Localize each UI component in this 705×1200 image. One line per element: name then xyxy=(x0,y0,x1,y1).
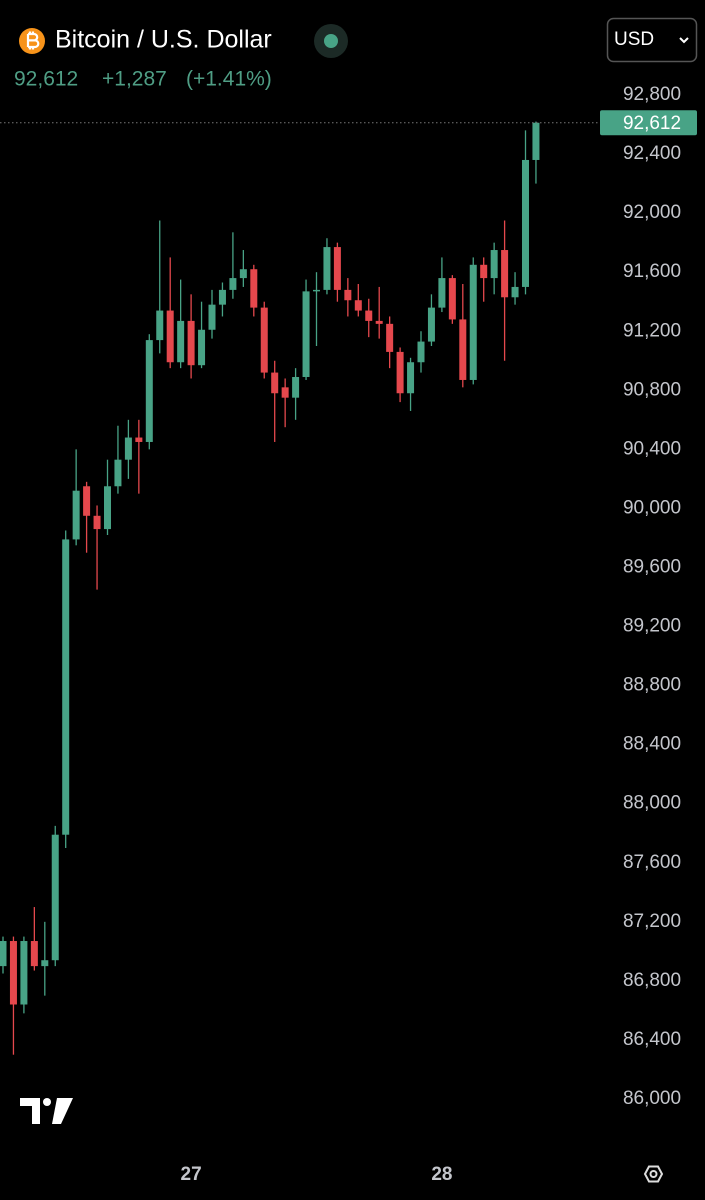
y-tick-label: 92,000 xyxy=(623,202,681,223)
candle-body xyxy=(124,437,132,460)
settings-button[interactable] xyxy=(643,1165,664,1183)
candle-body xyxy=(9,941,17,1005)
candle-body xyxy=(104,486,111,530)
candle-body xyxy=(187,320,195,366)
candle-body xyxy=(365,310,373,321)
candle-body xyxy=(417,341,425,363)
candle-body xyxy=(302,291,310,378)
status-dot xyxy=(324,34,338,48)
tv-logo xyxy=(20,1098,73,1124)
candle-body xyxy=(354,300,362,311)
y-tick-label: 88,800 xyxy=(623,675,681,696)
candle-body xyxy=(333,247,341,290)
candle-body xyxy=(438,278,446,308)
candle-body xyxy=(229,278,237,290)
y-tick-label: 86,000 xyxy=(623,1088,681,1109)
candle-body xyxy=(93,515,101,530)
candle-body xyxy=(30,941,38,967)
price-change-pct: (+1.41%) xyxy=(186,68,272,91)
candle-body xyxy=(511,286,519,298)
candle-body xyxy=(313,289,320,292)
y-tick-label: 87,600 xyxy=(623,852,681,873)
y-tick-label: 89,600 xyxy=(623,556,681,577)
candle-body xyxy=(344,289,352,301)
y-tick-label: 91,600 xyxy=(623,261,681,282)
candle-body xyxy=(375,320,383,324)
candle-body xyxy=(208,304,216,330)
symbol-icon xyxy=(19,28,45,54)
candle-body xyxy=(83,486,91,516)
candle-body xyxy=(271,372,279,394)
y-tick-label: 87,200 xyxy=(623,911,681,932)
candle-body xyxy=(166,310,174,363)
candle-body xyxy=(323,247,331,290)
candle-body xyxy=(72,490,80,540)
y-tick-label: 90,400 xyxy=(623,438,681,459)
candle-body xyxy=(501,250,509,298)
candle-body xyxy=(198,329,206,366)
candle-body xyxy=(260,307,268,373)
price-tag-label: 92,612 xyxy=(623,113,681,134)
candle-body xyxy=(522,159,529,287)
y-tick-label: 92,400 xyxy=(623,143,681,164)
candle-body xyxy=(51,834,59,961)
currency-button[interactable]: USD xyxy=(606,17,698,63)
last-price: 92,612 xyxy=(14,68,78,91)
candle-body xyxy=(0,941,7,967)
candle-body xyxy=(292,377,300,398)
candle-body xyxy=(239,269,247,279)
y-tick-label: 88,000 xyxy=(623,793,681,814)
candle-body xyxy=(448,278,456,320)
candle-body xyxy=(20,941,28,1005)
y-tick-label: 90,000 xyxy=(623,497,681,518)
y-tick-label: 89,200 xyxy=(623,616,681,637)
candle-body xyxy=(177,320,185,363)
price-tag xyxy=(600,110,697,136)
y-tick-label: 92,800 xyxy=(623,84,681,105)
candle-body xyxy=(62,539,70,835)
x-tick-label: 28 xyxy=(431,1164,452,1185)
y-tick-label: 86,800 xyxy=(623,970,681,991)
x-tick-label: 27 xyxy=(181,1164,202,1185)
candle-body xyxy=(427,307,435,342)
y-tick-label: 90,800 xyxy=(623,379,681,400)
candle-body xyxy=(41,960,49,967)
candle-body xyxy=(459,319,467,380)
y-tick-label: 88,400 xyxy=(623,734,681,755)
candle-body xyxy=(490,250,498,279)
currency-label[interactable]: USD xyxy=(614,29,654,50)
candle-body xyxy=(250,269,258,308)
candle-body xyxy=(156,310,164,341)
price-change: +1,287 xyxy=(102,68,167,91)
candle-body xyxy=(532,122,540,160)
candle-body xyxy=(135,437,143,442)
y-tick-label: 91,200 xyxy=(623,320,681,341)
candle-body xyxy=(218,289,226,305)
candle-body xyxy=(469,264,477,380)
candle-body xyxy=(407,362,415,394)
symbol-title: Bitcoin / U.S. Dollar xyxy=(55,26,272,54)
candle-body xyxy=(396,351,404,394)
candle-body xyxy=(145,340,153,442)
candle-body xyxy=(114,459,122,487)
candle-body xyxy=(386,323,394,352)
y-tick-label: 86,400 xyxy=(623,1029,681,1050)
candle-body xyxy=(281,387,289,398)
candle-body xyxy=(480,264,488,279)
